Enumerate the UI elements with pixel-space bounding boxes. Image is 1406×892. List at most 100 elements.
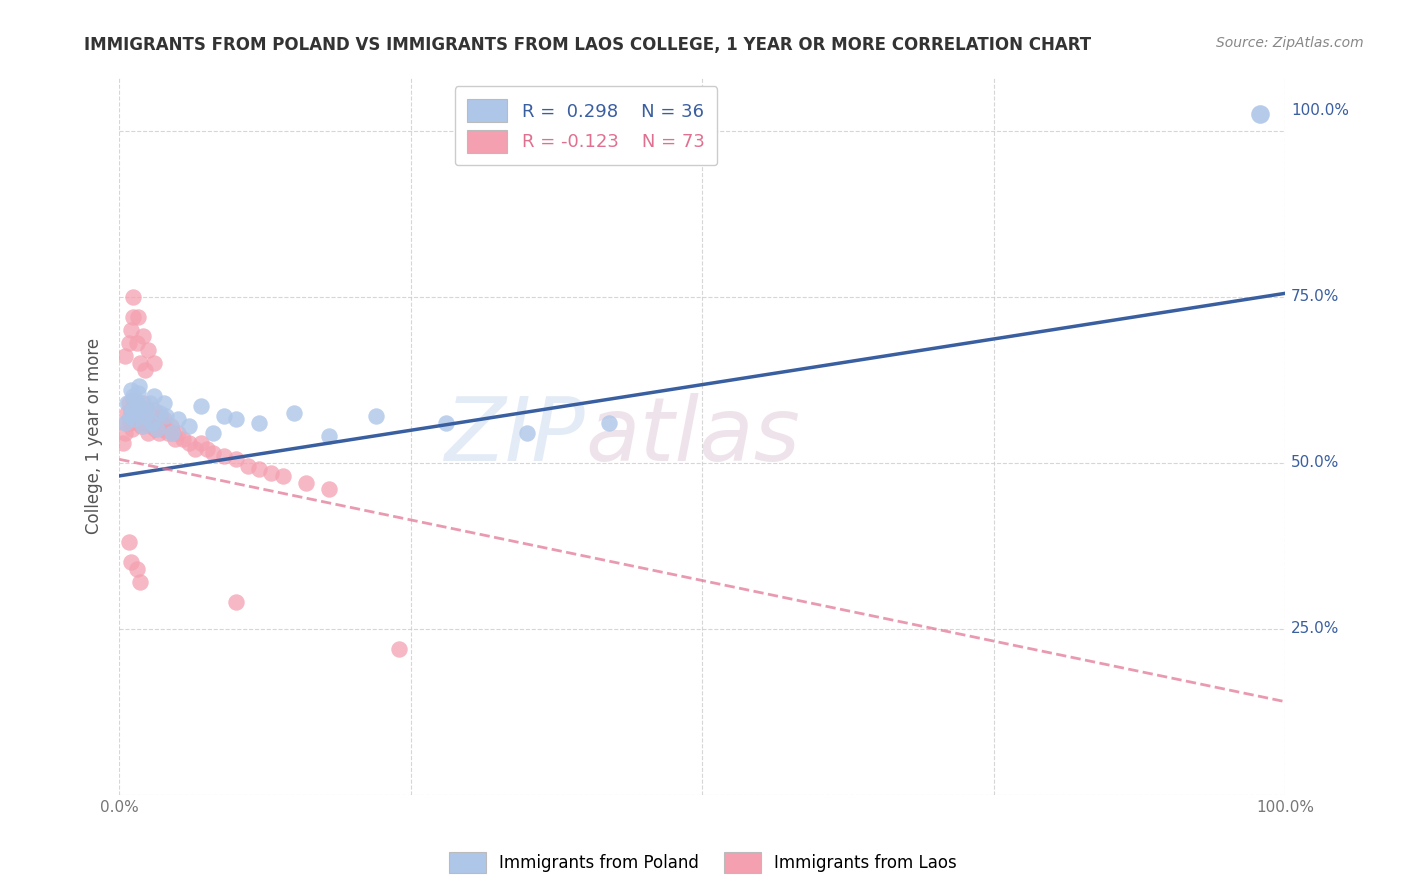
- Text: 25.0%: 25.0%: [1291, 621, 1340, 636]
- Point: [134, 409, 156, 424]
- Point: [120, 323, 142, 337]
- Text: 75.0%: 75.0%: [1291, 289, 1340, 304]
- Point: [129, 575, 152, 590]
- Point: [149, 409, 172, 424]
- Point: [122, 392, 145, 407]
- Y-axis label: College, 1 year or more: College, 1 year or more: [86, 338, 103, 534]
- Point: [141, 416, 163, 430]
- Point: [159, 419, 181, 434]
- Point: [162, 425, 184, 440]
- Point: [136, 402, 159, 417]
- Point: [131, 419, 153, 434]
- Point: [127, 385, 149, 400]
- Point: [236, 458, 259, 473]
- Point: [129, 402, 152, 417]
- Point: [120, 383, 142, 397]
- Point: [295, 475, 318, 490]
- Text: ZIP: ZIP: [444, 393, 586, 479]
- Point: [152, 396, 174, 410]
- Point: [138, 396, 160, 410]
- Point: [132, 412, 155, 426]
- Point: [117, 535, 139, 549]
- Point: [143, 402, 166, 417]
- Point: [201, 425, 224, 440]
- Point: [114, 416, 136, 430]
- Point: [152, 412, 174, 426]
- Point: [148, 425, 170, 440]
- Point: [125, 562, 148, 576]
- Point: [111, 435, 134, 450]
- Point: [131, 396, 153, 410]
- Point: [225, 595, 247, 609]
- Point: [143, 356, 166, 370]
- Point: [388, 641, 411, 656]
- Point: [124, 412, 146, 426]
- Point: [117, 336, 139, 351]
- Point: [117, 396, 139, 410]
- Point: [134, 362, 156, 376]
- Point: [165, 433, 187, 447]
- Point: [128, 409, 150, 424]
- Point: [121, 402, 143, 417]
- Point: [166, 425, 188, 440]
- Point: [139, 419, 162, 434]
- Point: [131, 419, 153, 434]
- Point: [247, 462, 270, 476]
- Point: [145, 422, 167, 436]
- Point: [155, 419, 177, 434]
- Point: [125, 336, 148, 351]
- Point: [135, 416, 157, 430]
- Point: [260, 466, 283, 480]
- Point: [212, 409, 235, 424]
- Point: [598, 416, 620, 430]
- Point: [120, 402, 142, 417]
- Point: [122, 389, 145, 403]
- Point: [166, 412, 188, 426]
- Point: [179, 435, 201, 450]
- Point: [114, 350, 136, 364]
- Point: [143, 389, 166, 403]
- Point: [122, 310, 145, 324]
- Point: [124, 412, 146, 426]
- Point: [129, 356, 152, 370]
- Point: [129, 399, 152, 413]
- Point: [1249, 107, 1271, 121]
- Point: [138, 412, 160, 426]
- Point: [149, 406, 172, 420]
- Point: [136, 402, 159, 417]
- Point: [152, 422, 174, 436]
- Point: [212, 449, 235, 463]
- Point: [118, 416, 141, 430]
- Point: [160, 425, 183, 440]
- Point: [364, 409, 387, 424]
- Point: [125, 399, 148, 413]
- Point: [120, 555, 142, 569]
- Point: [138, 343, 160, 357]
- Text: Source: ZipAtlas.com: Source: ZipAtlas.com: [1216, 36, 1364, 50]
- Point: [122, 290, 145, 304]
- Point: [247, 416, 270, 430]
- Text: atlas: atlas: [586, 393, 800, 479]
- Point: [516, 425, 538, 440]
- Point: [271, 469, 294, 483]
- Point: [117, 406, 139, 420]
- Point: [201, 445, 224, 459]
- Point: [115, 416, 138, 430]
- Point: [121, 422, 143, 436]
- Point: [138, 425, 160, 440]
- Point: [157, 425, 180, 440]
- Point: [179, 419, 201, 434]
- Point: [225, 452, 247, 467]
- Point: [155, 409, 177, 424]
- Point: [118, 409, 141, 424]
- Point: [134, 406, 156, 420]
- Text: IMMIGRANTS FROM POLAND VS IMMIGRANTS FROM LAOS COLLEGE, 1 YEAR OR MORE CORRELATI: IMMIGRANTS FROM POLAND VS IMMIGRANTS FRO…: [84, 36, 1091, 54]
- Point: [141, 409, 163, 424]
- Point: [131, 329, 153, 343]
- Point: [146, 419, 169, 434]
- Point: [150, 416, 173, 430]
- Point: [318, 482, 340, 496]
- Point: [145, 412, 167, 426]
- Text: 50.0%: 50.0%: [1291, 455, 1340, 470]
- Point: [128, 379, 150, 393]
